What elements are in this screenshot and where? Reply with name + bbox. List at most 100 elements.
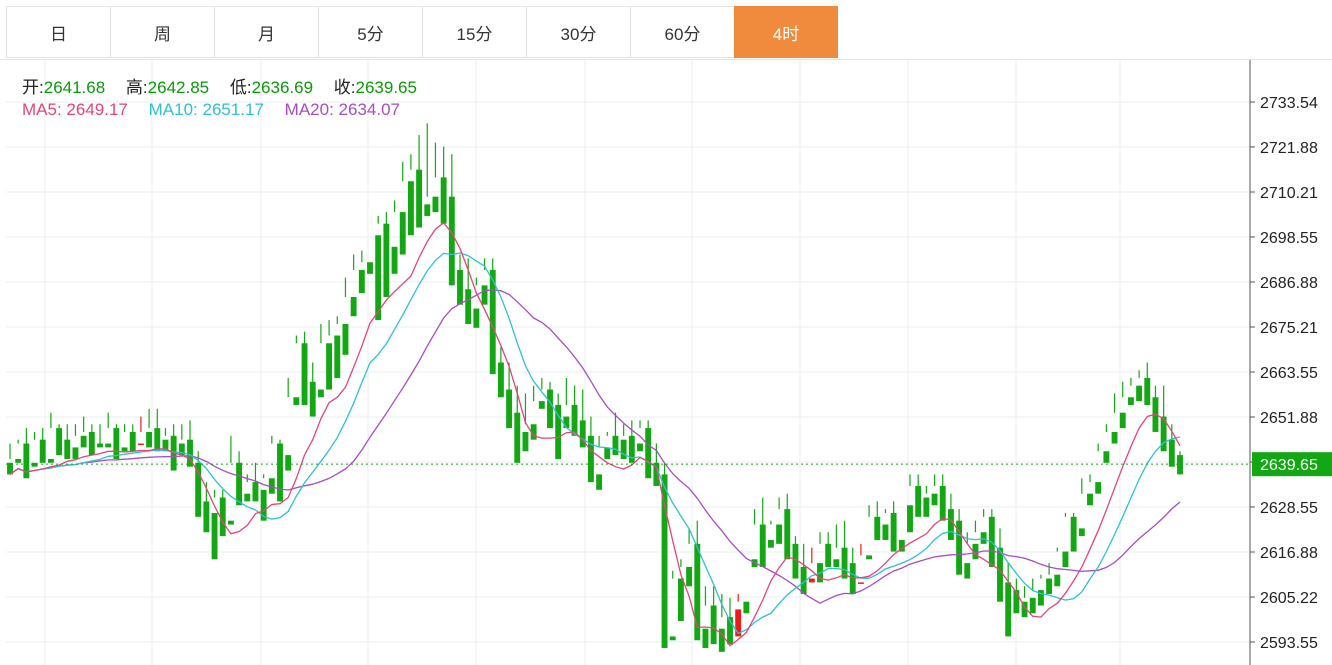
candle-body [710, 605, 717, 645]
candle-body [219, 497, 226, 537]
candle-body [178, 443, 185, 456]
candle-body [129, 431, 136, 452]
candle-body [47, 458, 54, 463]
candle-body [268, 478, 275, 494]
candle-body [808, 578, 815, 583]
candle-body [211, 512, 218, 560]
y-tick-label: 2605.22 [1260, 590, 1318, 607]
candle-body [350, 296, 357, 317]
close-value: 2639.65 [355, 78, 417, 97]
candle-body [15, 458, 22, 463]
candle-body [669, 636, 676, 641]
candle-body [244, 493, 251, 502]
y-tick-label: 2698.55 [1260, 230, 1318, 247]
candle-body [227, 520, 234, 525]
low-label: 低: [229, 78, 252, 97]
candle-body [236, 462, 243, 506]
tab-day[interactable]: 日 [6, 6, 110, 58]
candle-body [767, 539, 774, 548]
y-tick-label: 2710.21 [1260, 185, 1318, 202]
candle-body [383, 223, 390, 297]
candle-body [587, 435, 594, 483]
candle-body [203, 501, 210, 533]
candle-body [579, 420, 586, 448]
candle-body [555, 404, 562, 459]
candle-body [686, 566, 693, 587]
candle-body [334, 335, 341, 378]
candle-body [358, 269, 365, 294]
candle-body [727, 617, 733, 645]
tab-60min[interactable]: 60分 [630, 6, 734, 58]
candle-body [759, 524, 766, 567]
candle-body [448, 196, 455, 286]
candle-body [1054, 574, 1061, 587]
y-tick-label: 2593.55 [1260, 635, 1318, 652]
candle-body [833, 559, 840, 567]
open-value: 2641.68 [43, 78, 106, 97]
candle-body [80, 435, 87, 448]
candle-body [800, 566, 807, 594]
last-price-label: 2639.65 [1260, 457, 1318, 474]
candle-body [898, 539, 905, 552]
candle-body [997, 547, 1003, 602]
candle-body [293, 397, 300, 405]
tab-15min[interactable]: 15分 [422, 6, 526, 58]
candle-body [285, 455, 292, 471]
high-label: 高: [125, 78, 148, 97]
high-value: 2642.85 [147, 78, 210, 97]
candle-body [677, 578, 684, 621]
y-tick-label: 2651.88 [1260, 410, 1318, 427]
candle-body [849, 563, 856, 594]
candle-body [563, 416, 570, 429]
candle-body [514, 412, 521, 463]
tab-4hour[interactable]: 4时 [734, 6, 838, 58]
candle-body [956, 520, 963, 575]
candle-body [890, 512, 897, 552]
tab-30min[interactable]: 30分 [526, 6, 630, 58]
candle-body [317, 389, 324, 398]
tab-month[interactable]: 月 [214, 6, 318, 58]
candle-body [530, 424, 537, 440]
timeframe-tabs: 日 周 月 5分 15分 30分 60分 4时 [6, 6, 838, 59]
candle-body [645, 428, 652, 479]
candle-body [1062, 551, 1069, 567]
candle-body [743, 601, 750, 614]
candle-body [980, 532, 987, 544]
candle-body [620, 439, 627, 459]
ma10-line [9, 252, 1181, 635]
ma20-label: MA20: [284, 100, 334, 119]
candle-body [874, 516, 881, 540]
candle-body [522, 431, 529, 452]
candle-body [718, 628, 725, 652]
candle-body [776, 524, 783, 544]
candle-body [113, 428, 120, 459]
candle-body [1013, 590, 1020, 614]
candle-body [506, 389, 513, 429]
candle-body [416, 169, 423, 228]
candle-body [1160, 416, 1167, 452]
candle-body [326, 343, 333, 390]
candle-body [1111, 431, 1118, 444]
ma10-label: MA10: [148, 100, 198, 119]
tab-5min[interactable]: 5分 [318, 6, 422, 58]
ma-readout: MA5: 2649.17 MA10: 2651.17 MA20: 2634.07 [22, 100, 400, 120]
tab-week[interactable]: 周 [110, 6, 214, 58]
candle-body [342, 323, 349, 355]
candle-body [1037, 590, 1044, 606]
ma20-value: 2634.07 [338, 100, 400, 119]
candle-body [457, 269, 463, 305]
y-tick-label: 2675.21 [1260, 320, 1318, 337]
candle-body [612, 435, 619, 456]
candle-body [1078, 528, 1085, 537]
candle-body [907, 505, 913, 533]
tabs-divider [0, 59, 1332, 60]
candle-body [407, 181, 414, 236]
candle-body [195, 462, 202, 517]
candle-body [1177, 455, 1183, 475]
candle-body [923, 497, 930, 517]
candle-body [1046, 578, 1053, 594]
candle-body [1087, 493, 1093, 506]
candle-body [137, 443, 144, 446]
candle-body [97, 443, 103, 448]
